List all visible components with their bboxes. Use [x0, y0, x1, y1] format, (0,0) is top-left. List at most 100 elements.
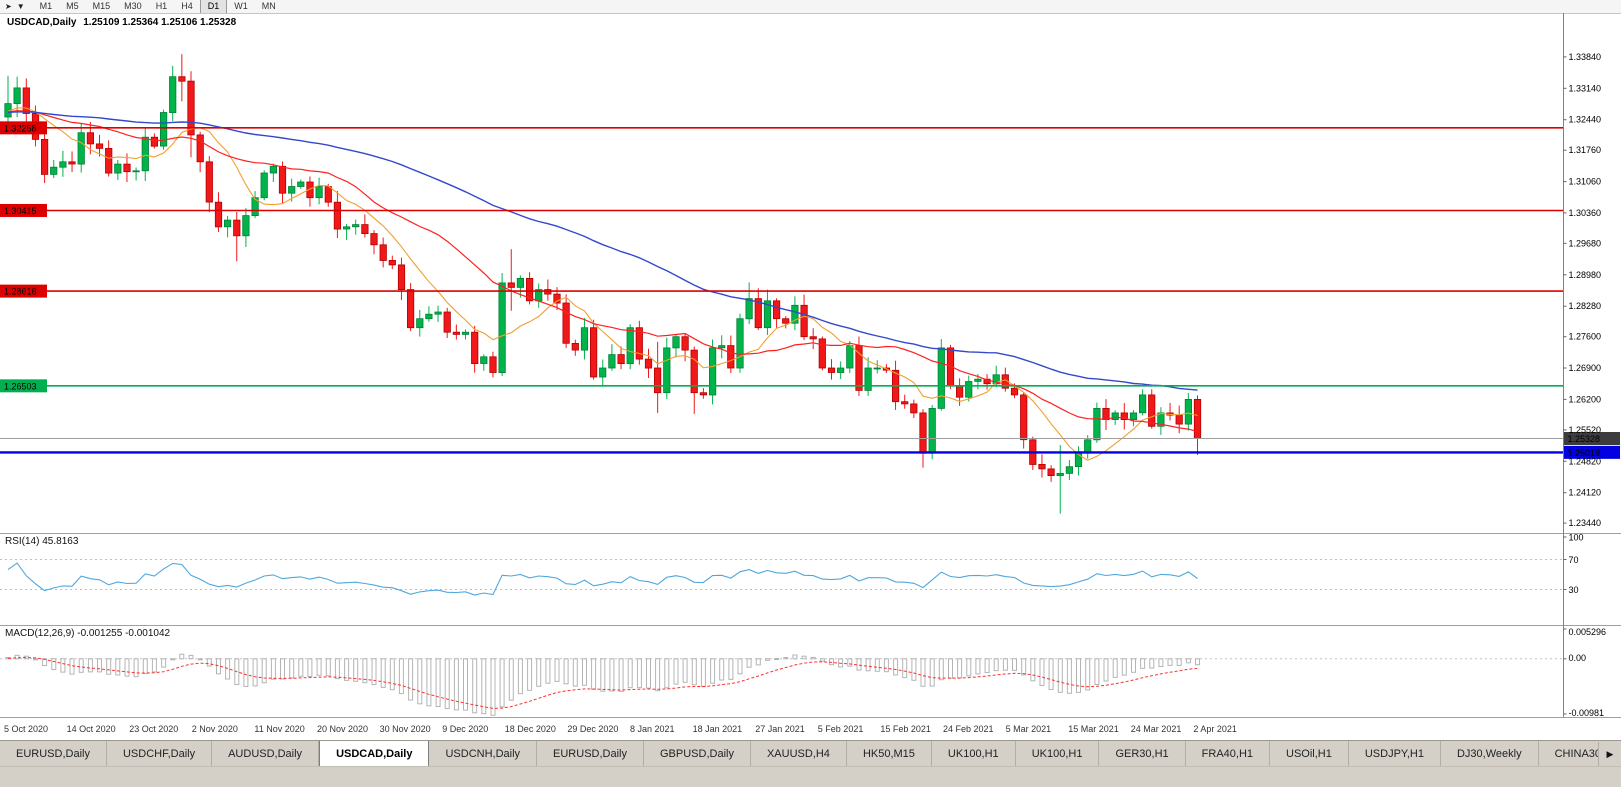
candle-body [507, 282, 515, 288]
macd-bar [170, 658, 176, 661]
macd-bar [389, 658, 395, 691]
macd-bar [929, 658, 935, 687]
candle-body [150, 136, 158, 147]
timeframe-button-m1[interactable]: M1 [39, 1, 53, 11]
symbol-tab-usdcnh-daily[interactable]: USDCNH,Daily [429, 741, 538, 767]
candle-body [306, 181, 314, 199]
macd-bar [1085, 658, 1091, 691]
candle-body [1056, 472, 1064, 476]
candle-body [571, 342, 579, 351]
candle-body [141, 136, 149, 172]
macd-bar [14, 654, 20, 660]
candle-body [443, 311, 451, 333]
rsi-panel-canvas[interactable]: 100 70 30 [0, 533, 1621, 625]
candle-body [1120, 412, 1128, 420]
cursor-tool-icon[interactable]: ➤ [5, 2, 12, 11]
hline-1.32258[interactable]: 1.32258 [0, 121, 1563, 135]
symbol-tab-eurusd-daily[interactable]: EURUSD,Daily [0, 741, 107, 767]
candle-body [205, 161, 213, 203]
candle-body [406, 289, 415, 329]
macd-bar [289, 658, 295, 679]
timeframe-button-m30[interactable]: M30 [124, 1, 142, 11]
candle-body [1102, 407, 1110, 420]
price-tick-label: 1.27600 [1569, 332, 1602, 342]
candle-body [50, 166, 58, 175]
timeframe-button-w1[interactable]: W1 [234, 1, 248, 11]
date-label: 15 Mar 2021 [1068, 724, 1119, 734]
symbol-tab-gbpusd-daily[interactable]: GBPUSD,Daily [644, 741, 751, 767]
hline-price-badge [0, 284, 47, 298]
candle-body [434, 311, 442, 315]
candle-body [709, 347, 717, 396]
symbol-tab-usdchf-daily[interactable]: USDCHF,Daily [107, 741, 213, 767]
candle-body [251, 197, 259, 216]
symbol-tab-uk100-h1[interactable]: UK100,H1 [932, 741, 1016, 767]
price-tick-label: 1.26200 [1569, 394, 1602, 404]
timeframe-button-d1[interactable]: D1 [199, 0, 228, 13]
price-tick-label: 1.33840 [1569, 52, 1602, 62]
candle-body [580, 327, 589, 351]
hline-price-badge [0, 121, 47, 135]
candle-body [782, 318, 790, 324]
hline-1.30415[interactable]: 1.30415 [0, 203, 1563, 217]
rsi-axis-label: 30 [1569, 585, 1579, 595]
symbol-tab-audusd-daily[interactable]: AUDUSD,Daily [212, 741, 320, 767]
candle-body [763, 300, 772, 329]
date-label: 5 Feb 2021 [817, 724, 864, 734]
candle-body [663, 347, 671, 394]
candle-body [1175, 414, 1183, 425]
macd-bar [948, 658, 953, 679]
candle-body [489, 356, 497, 373]
timeframe-button-h1[interactable]: H1 [155, 1, 168, 11]
macd-bar [1066, 658, 1072, 694]
candle-body [590, 327, 598, 378]
macd-bar [691, 658, 697, 686]
macd-bar [371, 658, 377, 686]
macd-bar [398, 658, 404, 695]
macd-panel-canvas[interactable]: 0.005296 0.00 -0.00981 [0, 625, 1621, 718]
candle-body [480, 356, 488, 364]
price-tick-label: 1.24120 [1569, 488, 1602, 498]
macd-bar [1158, 658, 1164, 667]
date-axis: 5 Oct 2020 14 Oct 2020 23 Oct 2020 2 Nov 20… [0, 718, 1621, 740]
symbol-tab-usdcad-daily[interactable]: USDCAD,Daily [319, 741, 430, 767]
macd-bar [280, 658, 285, 680]
date-label: 9 Dec 2020 [442, 724, 489, 734]
macd-axis-label: 0.00 [1569, 653, 1587, 663]
symbol-tab-usdjpy-h1[interactable]: USDJPY,H1 [1349, 741, 1441, 767]
candle-body [681, 336, 689, 351]
timeframe-button-m15[interactable]: M15 [92, 1, 111, 11]
statusbar [0, 766, 1621, 787]
macd-bar [344, 658, 350, 681]
candle-body [416, 318, 424, 329]
macd-bar [517, 658, 523, 695]
dropdown-caret-icon[interactable]: ▼ [16, 2, 25, 11]
price-chart-canvas[interactable]: 1.32258 1.30415 1.28616 1.26503 1.25019 1.253… [0, 13, 1621, 533]
hline-1.26503[interactable]: 1.26503 [0, 379, 1563, 393]
macd-bar [51, 658, 57, 671]
candle-body [1010, 387, 1019, 396]
price-tick-label: 1.30360 [1569, 208, 1602, 218]
timeframe-button-h4[interactable]: H4 [181, 1, 193, 11]
date-label: 30 Nov 2020 [379, 724, 431, 734]
macd-bar [334, 658, 340, 680]
hline-1.25019[interactable]: 1.25019 [0, 445, 1620, 459]
hline-price-badge-label: 1.25019 [1568, 448, 1601, 458]
symbol-tab-uk100-h1[interactable]: UK100,H1 [1016, 741, 1100, 767]
tab-scroll-right-icon[interactable]: ▶ [1598, 742, 1621, 767]
timeframe-button-mn[interactable]: MN [261, 1, 276, 11]
macd-bar [865, 658, 871, 672]
timeframe-button-m5[interactable]: M5 [66, 1, 79, 11]
macd-bar [206, 658, 212, 667]
macd-bar [563, 658, 569, 685]
symbol-tab-eurusd-daily[interactable]: EURUSD,Daily [537, 741, 644, 767]
symbol-tab-dj30-weekly[interactable]: DJ30,Weekly [1441, 741, 1539, 767]
symbol-tab-usoil-h1[interactable]: USOil,H1 [1270, 741, 1349, 767]
symbol-tab-ger30-h1[interactable]: GER30,H1 [1099, 741, 1186, 767]
symbol-tab-fra40-h1[interactable]: FRA40,H1 [1186, 741, 1271, 767]
hline-1.28616[interactable]: 1.28616 [0, 284, 1563, 298]
symbol-tab-xauusd-h4[interactable]: XAUUSD,H4 [751, 741, 847, 767]
symbol-tab-hk50-m15[interactable]: HK50,M15 [847, 741, 932, 767]
date-label: 24 Mar 2021 [1130, 724, 1182, 734]
candle-body [992, 374, 1000, 385]
